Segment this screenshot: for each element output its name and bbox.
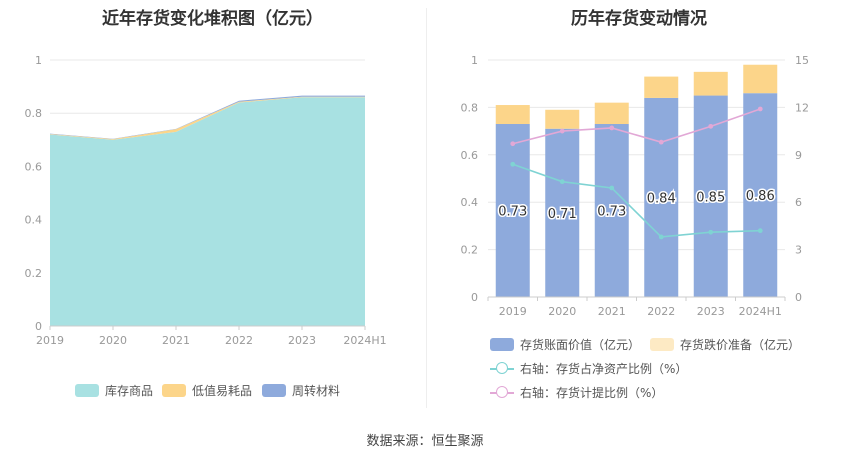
bar-data-label: 0.86 [746, 189, 775, 204]
line-point [559, 179, 565, 185]
legend-label: 右轴：存货占净资产比例（%） [520, 362, 688, 376]
legend-swatch [490, 386, 514, 399]
y2-tick-label: 15 [795, 54, 809, 67]
line-series-0 [512, 163, 761, 238]
area-series-0 [50, 97, 365, 327]
x-tick-label: 2020 [548, 305, 576, 318]
y-tick-label: 0 [35, 320, 42, 333]
bar-line-chart-svg: 0 0.2 0.4 0.6 0.8 1 0 3 6 9 12 15 0.73 0.71 0.73 0.84 0.… [461, 54, 810, 318]
bar-0 [743, 93, 778, 298]
x-tick-label: 2023 [288, 334, 316, 347]
y2-tick-label: 9 [795, 149, 802, 162]
legend-item: 右轴：存货计提比例（%） [490, 384, 663, 401]
y2-tick-label: 12 [795, 101, 809, 114]
y-tick-label: 1 [471, 54, 478, 67]
bar-1 [644, 76, 679, 98]
legend-item: 周转材料 [262, 382, 340, 399]
line-point [708, 229, 714, 235]
x-tick-label: 2019 [36, 334, 64, 347]
legend-label: 存货跌价准备（亿元） [680, 338, 801, 352]
bar-1 [594, 102, 629, 124]
bar-data-label: 0.71 [548, 207, 577, 222]
bar-data-label: 0.73 [597, 204, 626, 219]
x-tick-label: 2022 [647, 305, 675, 318]
line-point [559, 128, 565, 134]
x-tick-label: 2023 [697, 305, 725, 318]
line-point [658, 234, 664, 240]
x-tick-label: 2019 [499, 305, 527, 318]
y-tick-label: 0.8 [461, 101, 479, 114]
y2-tick-label: 3 [795, 244, 802, 257]
data-source: 数据来源：恒生聚源 [366, 434, 484, 449]
stacked-area-chart-panel: 近年存货变化堆积图（亿元） 0 0.2 0.4 0.6 0.8 1 2019 2020 2021… [0, 0, 425, 410]
bar-1 [495, 105, 530, 124]
y2-tick-label: 0 [795, 291, 802, 304]
y-tick-label: 1 [35, 54, 42, 67]
legend-label: 右轴：存货计提比例（%） [520, 386, 664, 400]
bar-0 [495, 123, 530, 298]
x-tick-label: 2022 [225, 334, 253, 347]
y-tick-label: 0.6 [25, 160, 43, 173]
line-point [609, 125, 615, 131]
y-tick-label: 0.4 [25, 214, 43, 227]
area-chart-svg: 0 0.2 0.4 0.6 0.8 1 2019 2020 2021 2022 2023 2024H1 [25, 54, 387, 347]
bar-0 [644, 97, 679, 297]
bar-data-label: 0.73 [498, 204, 527, 219]
x-tick-label: 2024H1 [343, 334, 386, 347]
legend-item: 右轴：存货占净资产比例（%） [490, 360, 687, 377]
line-point [609, 185, 615, 191]
bar-0 [693, 95, 728, 297]
legend-item: 存货跌价准备（亿元） [650, 336, 800, 353]
legend-swatch [490, 362, 514, 375]
legend-swatch [162, 384, 186, 397]
chart-title: 近年存货变化堆积图（亿元） [102, 9, 323, 29]
line-point [658, 139, 664, 145]
bar-0 [594, 123, 629, 298]
x-tick-label: 2021 [598, 305, 626, 318]
legend-swatch [75, 384, 99, 397]
y-tick-label: 0.8 [25, 107, 43, 120]
line-point [757, 228, 763, 234]
legend-label: 库存商品 [105, 384, 154, 398]
bar-1 [545, 109, 580, 129]
legend-swatch [650, 338, 674, 351]
legend-label: 低值易耗品 [192, 384, 253, 398]
y-tick-label: 0.4 [461, 196, 479, 209]
legend-swatch [490, 338, 514, 351]
y-tick-label: 0.6 [461, 149, 479, 162]
chart-title: 历年存货变动情况 [571, 9, 707, 29]
bar-data-label: 0.84 [647, 191, 676, 206]
line-point [757, 106, 763, 112]
line-series-1 [512, 108, 761, 145]
bar-0 [545, 128, 580, 297]
legend-item: 存货账面价值（亿元） [490, 336, 640, 353]
legend-swatch [262, 384, 286, 397]
bar-data-label: 0.85 [696, 190, 725, 205]
legend-item: 低值易耗品 [162, 382, 252, 399]
y-tick-label: 0 [471, 291, 478, 304]
panel-divider [426, 8, 427, 408]
legend-label: 周转材料 [292, 384, 341, 398]
bar-line-chart-panel: 历年存货变动情况 0 0.2 0.4 0.6 0.8 1 0 3 6 9 12 15 0.73 0.71 0… [428, 0, 850, 410]
bar-1 [743, 64, 778, 94]
y-tick-label: 0.2 [25, 267, 43, 280]
bar-1 [693, 71, 728, 96]
line-point [708, 123, 714, 129]
legend-label: 存货账面价值（亿元） [520, 338, 641, 352]
y2-tick-label: 6 [795, 196, 802, 209]
x-tick-label: 2021 [162, 334, 190, 347]
x-tick-label: 2024H1 [739, 305, 782, 318]
line-point [510, 141, 516, 147]
legend-item: 库存商品 [75, 382, 153, 399]
line-point [510, 161, 516, 167]
y-tick-label: 0.2 [461, 244, 479, 257]
x-tick-label: 2020 [99, 334, 127, 347]
